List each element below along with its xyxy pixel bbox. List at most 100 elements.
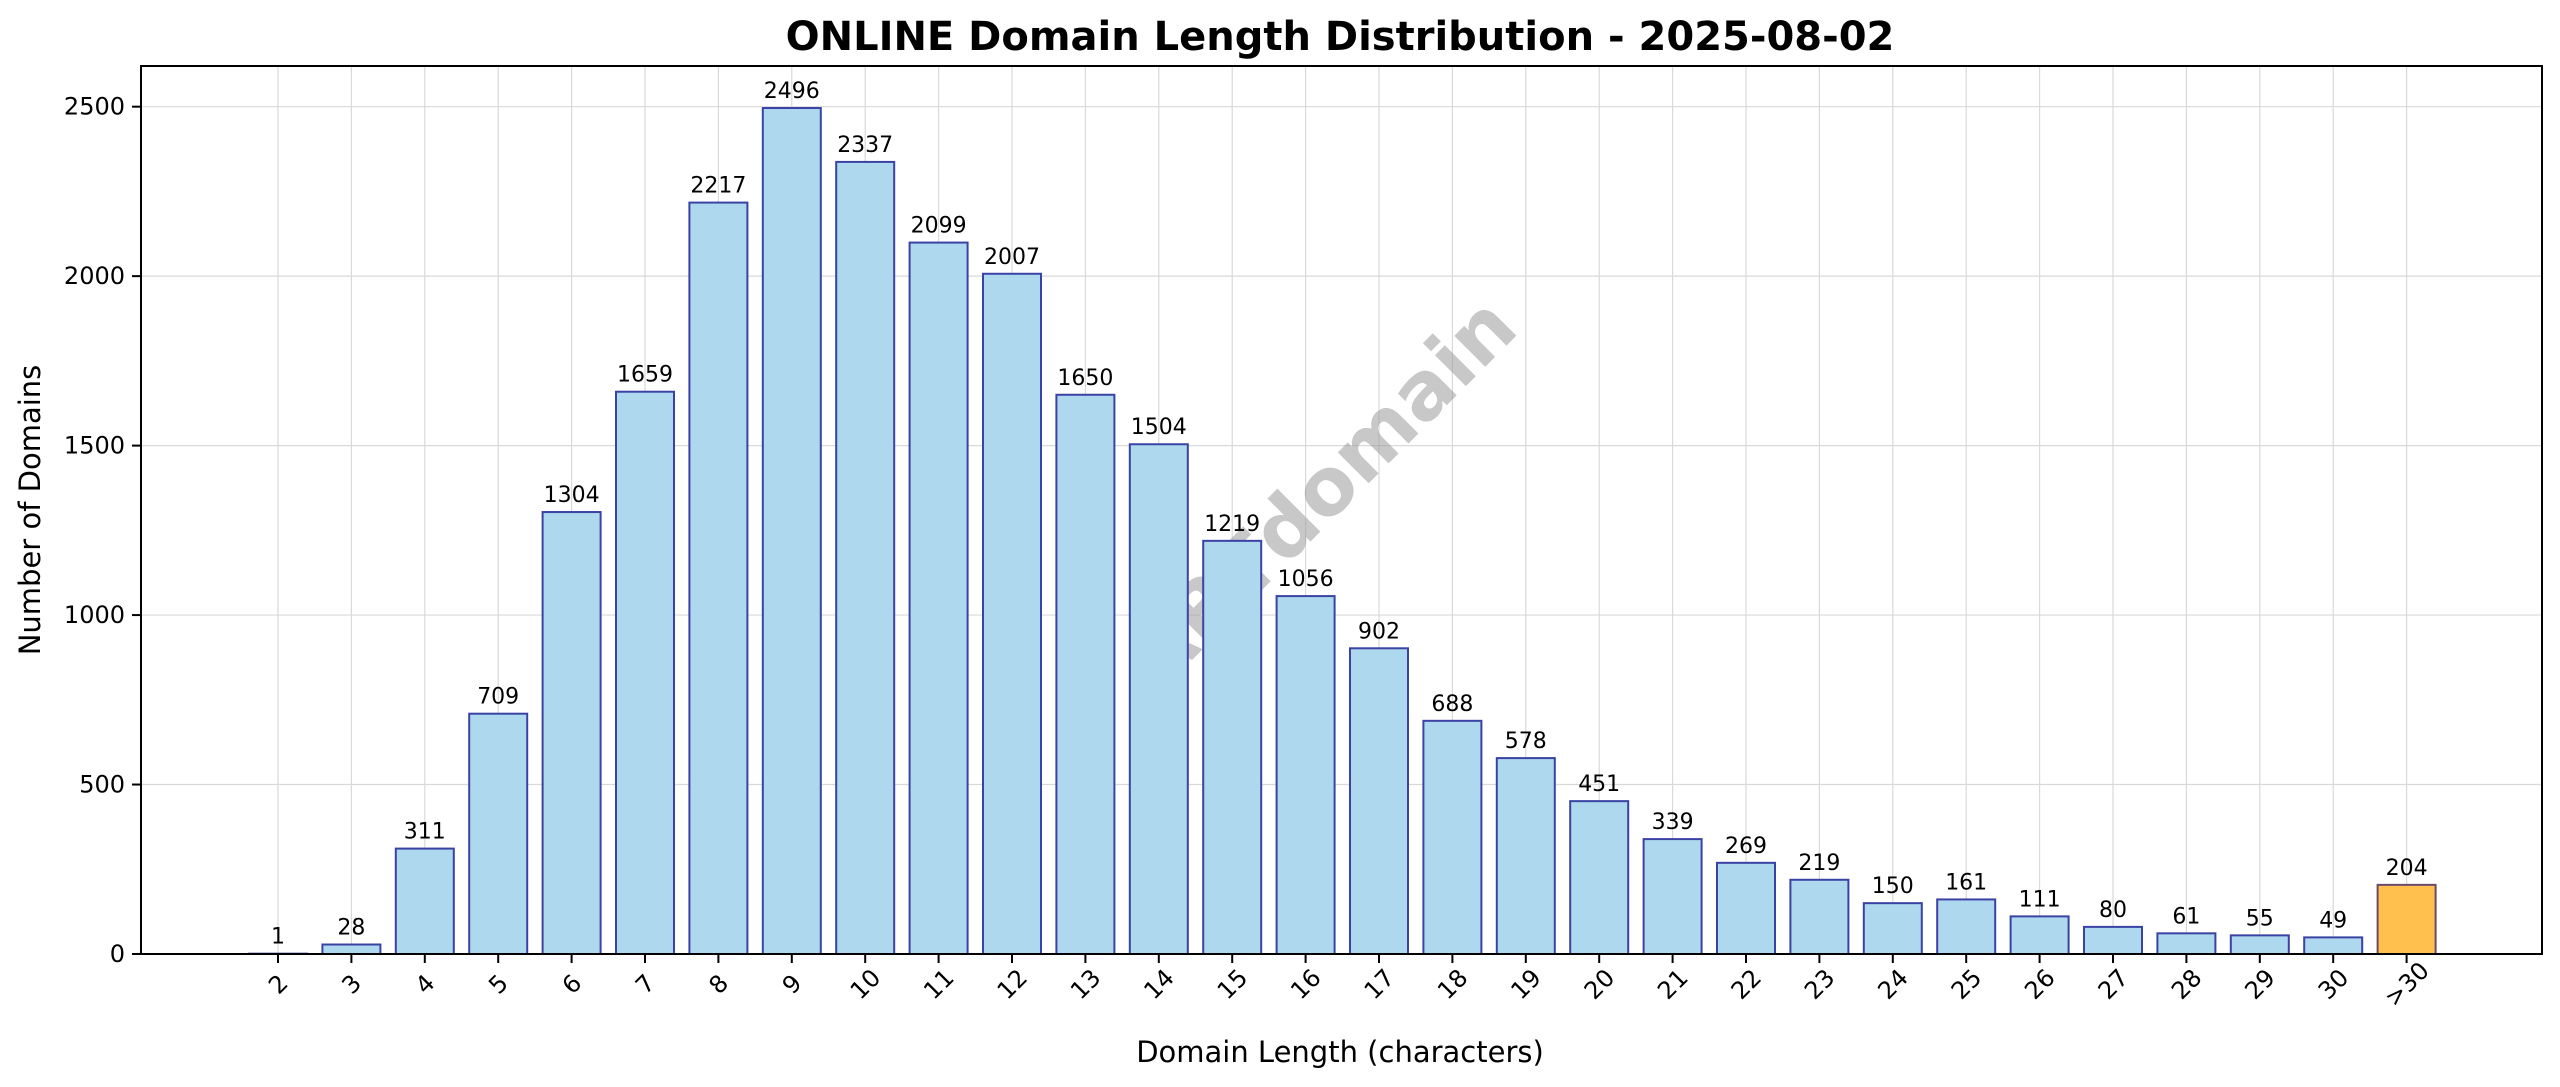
y-tick-label: 2000 bbox=[64, 262, 125, 290]
bar-value-label: 28 bbox=[337, 916, 365, 941]
x-tick-label: 17 bbox=[1359, 964, 1400, 1005]
x-tick-label: 29 bbox=[2239, 964, 2280, 1005]
bars bbox=[248, 107, 2437, 956]
bar-value-label: 150 bbox=[1872, 874, 1914, 899]
bar-21 bbox=[1642, 838, 1703, 956]
x-tick-label: 10 bbox=[845, 964, 886, 1005]
bar-23 bbox=[1789, 878, 1850, 955]
x-tick-label: 18 bbox=[1432, 964, 1473, 1005]
bar-28 bbox=[2156, 932, 2217, 956]
x-axis: 2 3 4 5 6 7 8 9 10 11 12 13 14 15 16 17 18 19 20 21 22 23 24 25… bbox=[263, 954, 2435, 1012]
bar->30 bbox=[2376, 883, 2437, 956]
x-tick-label: 28 bbox=[2166, 964, 2207, 1005]
y-tick-label: 1000 bbox=[64, 601, 125, 629]
x-tick-label: 6 bbox=[557, 969, 588, 1000]
x-tick-label: 23 bbox=[1799, 964, 1840, 1005]
bar-value-label: 204 bbox=[2386, 856, 2428, 881]
bar-5 bbox=[468, 712, 529, 955]
x-tick-label: 3 bbox=[336, 969, 367, 1000]
bar-14 bbox=[1128, 443, 1189, 955]
bar-value-label: 111 bbox=[2019, 887, 2061, 912]
x-tick-label: 24 bbox=[1872, 964, 1913, 1005]
bar-8 bbox=[688, 201, 749, 956]
x-tick-label: 15 bbox=[1212, 964, 1253, 1005]
bar-13 bbox=[1055, 393, 1116, 955]
bar-10 bbox=[835, 160, 896, 956]
x-tick-label: 20 bbox=[1579, 964, 1620, 1005]
bar-value-label: 1659 bbox=[617, 363, 673, 388]
x-tick-label: 19 bbox=[1505, 964, 1546, 1005]
x-tick-label: 7 bbox=[630, 969, 661, 1000]
x-tick-label: 25 bbox=[1946, 964, 1987, 1005]
bar-value-label: 451 bbox=[1578, 772, 1620, 797]
bar-value-label: 269 bbox=[1725, 834, 1767, 859]
plot-frame bbox=[140, 65, 2543, 955]
x-tick-label: 27 bbox=[2093, 964, 2134, 1005]
x-axis-label: Domain Length (characters) bbox=[1136, 1035, 1544, 1069]
x-tick-label: 9 bbox=[777, 969, 808, 1000]
x-tick-label: 4 bbox=[410, 969, 441, 1000]
y-tick-label: 2500 bbox=[64, 93, 125, 121]
x-tick-label: 22 bbox=[1726, 964, 1767, 1005]
bar-value-label: 339 bbox=[1652, 810, 1694, 835]
bar-6 bbox=[541, 511, 602, 955]
bar-value-label: 219 bbox=[1798, 851, 1840, 876]
x-tick-label: 30 bbox=[2313, 964, 2354, 1005]
bar-value-label: 2099 bbox=[911, 214, 967, 239]
y-tick-label: 0 bbox=[110, 940, 125, 968]
bar-value-label: 61 bbox=[2172, 904, 2200, 929]
bar-value-label: 2496 bbox=[764, 79, 820, 104]
y-axis-label: Number of Domains bbox=[13, 365, 47, 656]
bar-9 bbox=[761, 107, 822, 956]
bar-30 bbox=[2303, 936, 2364, 956]
x-tick-label: 16 bbox=[1285, 964, 1326, 1005]
bar-value-label: 311 bbox=[404, 820, 446, 845]
bar-value-label: 1304 bbox=[544, 483, 600, 508]
bar-value-label: 80 bbox=[2099, 898, 2127, 923]
bar-value-label: 49 bbox=[2319, 908, 2347, 933]
x-tick-label: >30 bbox=[2379, 957, 2435, 1013]
x-tick-label: 14 bbox=[1138, 964, 1179, 1005]
x-tick-label: 8 bbox=[703, 969, 734, 1000]
bar-value-label: 1219 bbox=[1204, 512, 1260, 537]
x-tick-label: 21 bbox=[1652, 964, 1693, 1005]
bar-12 bbox=[982, 272, 1042, 955]
bar-16 bbox=[1275, 595, 1336, 955]
bar-25 bbox=[1936, 898, 1997, 956]
x-tick-label: 26 bbox=[2019, 964, 2060, 1005]
y-tick-label: 1500 bbox=[64, 432, 125, 460]
bar-value-label: 2217 bbox=[690, 174, 746, 199]
bar-value-label: 161 bbox=[1945, 870, 1987, 895]
bar-value-label: 2007 bbox=[984, 245, 1040, 270]
bar-value-label: 1650 bbox=[1057, 366, 1113, 391]
bar-26 bbox=[2009, 915, 2070, 955]
bar-3 bbox=[321, 943, 382, 956]
bar-19 bbox=[1495, 757, 1556, 955]
x-tick-label: 5 bbox=[483, 969, 514, 1000]
bar-29 bbox=[2229, 934, 2290, 955]
bar-labels: 1 28 311 709 1304 1659 2217 2496 2337 2099 2007 165… bbox=[271, 79, 2428, 950]
x-tick-label: 11 bbox=[918, 964, 959, 1005]
bar-17 bbox=[1349, 647, 1409, 956]
y-tick-label: 500 bbox=[79, 771, 125, 799]
bar-value-label: 1056 bbox=[1278, 567, 1334, 592]
x-tick-label: 12 bbox=[992, 964, 1033, 1005]
bar-value-label: 709 bbox=[477, 685, 519, 710]
bar-value-label: 578 bbox=[1505, 729, 1547, 754]
bar-15 bbox=[1202, 539, 1263, 956]
bar-22 bbox=[1716, 861, 1776, 955]
y-axis: 0 500 1000 1500 2000 2500 bbox=[64, 93, 141, 968]
bar-20 bbox=[1569, 800, 1630, 955]
bar-value-label: 55 bbox=[2246, 906, 2274, 931]
chart-title: ONLINE Domain Length Distribution - 2025… bbox=[786, 14, 1895, 60]
bar-24 bbox=[1862, 902, 1923, 955]
bar-18 bbox=[1422, 719, 1483, 955]
x-tick-label: 13 bbox=[1065, 964, 1106, 1005]
bar-27 bbox=[2083, 925, 2143, 956]
bar-value-label: 688 bbox=[1431, 692, 1473, 717]
bar-4 bbox=[394, 847, 455, 955]
bar-value-label: 902 bbox=[1358, 619, 1400, 644]
bar-7 bbox=[615, 390, 675, 956]
bar-value-label: 1504 bbox=[1131, 415, 1187, 440]
